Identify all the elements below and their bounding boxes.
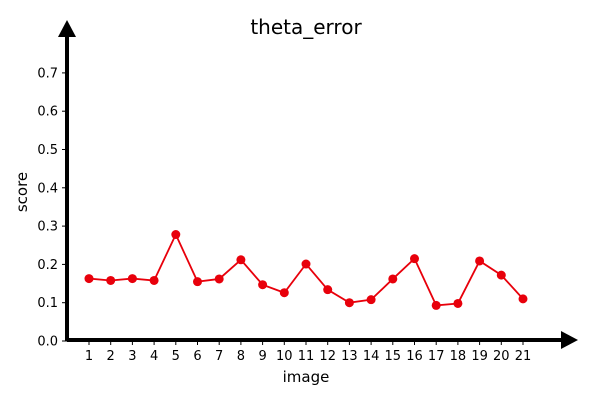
data-point	[127, 274, 137, 284]
data-point	[518, 294, 528, 304]
y-tick-label: 0.5	[37, 143, 58, 158]
data-point	[453, 298, 463, 308]
y-tick-label: 0.2	[37, 258, 58, 273]
y-tick-label: 0.7	[37, 66, 58, 81]
y-tick-label: 0.4	[37, 181, 58, 196]
y-ticks: 0.0 0.1 0.2 0.3 0.4 0.5 0.6 0.7	[37, 66, 67, 350]
data-point	[171, 230, 181, 240]
x-tick-label: 7	[215, 349, 223, 364]
y-axis-arrow	[58, 20, 76, 37]
data-point	[475, 256, 485, 266]
data-point	[323, 285, 333, 295]
data-point	[149, 275, 159, 285]
data-point	[279, 288, 289, 298]
x-tick-label: 2	[107, 349, 115, 364]
x-tick-label: 4	[150, 349, 158, 364]
x-tick-label: 6	[193, 349, 201, 364]
data-point	[388, 274, 398, 284]
x-tick-label: 15	[385, 349, 402, 364]
y-tick-label: 0.3	[37, 220, 58, 235]
data-point	[214, 274, 224, 284]
y-tick-label: 0.6	[37, 105, 58, 120]
data-point	[344, 298, 354, 308]
x-tick-label: 19	[471, 349, 488, 364]
x-tick-label: 1	[85, 349, 93, 364]
x-tick-label: 3	[128, 349, 136, 364]
x-tick-label: 5	[172, 349, 180, 364]
x-axis-arrow	[561, 331, 578, 349]
y-tick-label: 0.1	[37, 296, 58, 311]
x-tick-label: 9	[258, 349, 266, 364]
y-axis-label: score	[13, 172, 31, 212]
x-tick-label: 21	[515, 349, 532, 364]
x-tick-label: 17	[428, 349, 445, 364]
x-ticks: 1 2 3 4 5 6 7 8 9 10 11 12 13 14 15 16 17 18 19 20 21	[85, 341, 531, 364]
x-tick-label: 11	[298, 349, 315, 364]
data-point	[236, 255, 246, 265]
series-layer	[84, 230, 528, 310]
x-tick-label: 18	[450, 349, 467, 364]
x-tick-label: 16	[406, 349, 423, 364]
x-tick-label: 8	[237, 349, 245, 364]
chart-title: theta_error	[250, 15, 362, 39]
x-tick-label: 13	[341, 349, 358, 364]
series-line	[88, 232, 524, 307]
data-point	[106, 275, 116, 285]
data-point	[366, 295, 376, 305]
x-tick-label: 12	[319, 349, 336, 364]
x-tick-label: 14	[363, 349, 380, 364]
x-tick-label: 20	[493, 349, 510, 364]
data-point	[301, 259, 311, 269]
data-point	[410, 254, 419, 264]
data-point	[431, 300, 441, 310]
x-axis-label: image	[283, 368, 330, 386]
data-point	[496, 270, 506, 280]
y-tick-label: 0.0	[37, 335, 58, 350]
data-point	[193, 277, 202, 287]
data-point	[84, 274, 94, 284]
data-point	[258, 280, 268, 290]
x-tick-label: 10	[276, 349, 293, 364]
